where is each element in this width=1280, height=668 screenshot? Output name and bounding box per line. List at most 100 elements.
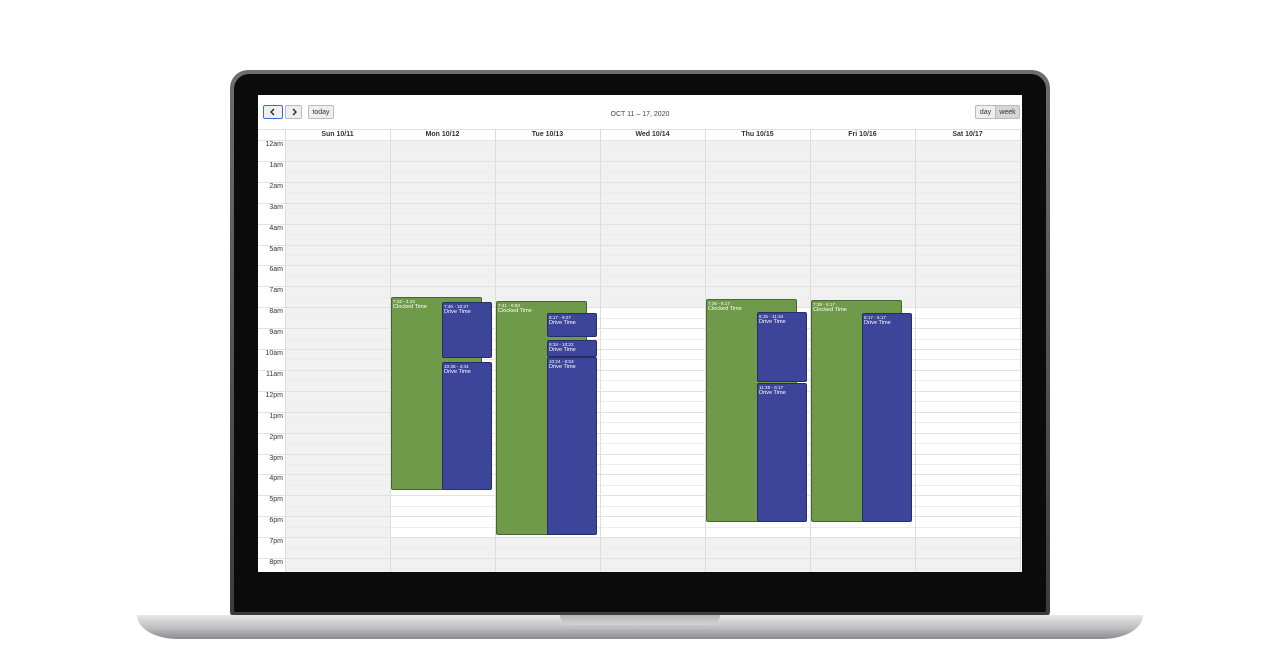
- half-hour-line: [285, 526, 1020, 528]
- column-line: [600, 129, 601, 572]
- hour-line: [258, 558, 1020, 559]
- day-header: Tue 10/13: [531, 130, 564, 138]
- event-title: Clocked Time: [708, 305, 742, 312]
- event-time: 10:36 - 4:44: [444, 363, 469, 369]
- drive-time-event[interactable]: 8:17 - 6:17 Drive Time: [862, 313, 912, 523]
- today-button[interactable]: today: [308, 105, 334, 119]
- event-time: 8:15 - 11:34: [759, 314, 784, 320]
- drive-time-event[interactable]: 8:17 - 9:27 Drive Time: [547, 313, 597, 338]
- hour-line: [258, 537, 1020, 539]
- half-hour-line: [285, 254, 1020, 256]
- off-day-shade: [285, 140, 390, 572]
- half-hour-line: [285, 547, 1020, 549]
- hour-label: 4pm: [269, 475, 283, 483]
- event-title: Drive Time: [759, 319, 786, 326]
- hour-label: 3am: [269, 203, 283, 211]
- hour-label: 2pm: [269, 433, 283, 441]
- event-title: Drive Time: [444, 309, 471, 316]
- day-header: Wed 10/14: [635, 130, 670, 138]
- column-line: [810, 129, 811, 572]
- column-line: [495, 129, 496, 572]
- event-time: 10:24 - 6:53: [549, 359, 574, 365]
- column-line: [390, 129, 391, 572]
- week-view-button[interactable]: week: [995, 105, 1020, 119]
- half-hour-line: [285, 275, 1020, 277]
- half-hour-line: [285, 150, 1020, 152]
- half-hour-line: [285, 171, 1020, 173]
- hour-line: [258, 432, 1020, 434]
- hour-line: [258, 390, 1020, 392]
- event-time: 8:17 - 6:17: [864, 315, 886, 321]
- hour-label: 5am: [269, 245, 283, 253]
- half-hour-line: [285, 401, 1020, 403]
- half-hour-line: [285, 422, 1020, 424]
- drive-time-event[interactable]: 9:34 - 10:22 Drive Time: [547, 339, 597, 357]
- off-hours-shade: [285, 537, 1020, 572]
- event-time: 7:46 - 10:27: [444, 304, 469, 310]
- hour-line: [258, 286, 1020, 288]
- hour-line: [258, 328, 1020, 330]
- hour-label: 12pm: [265, 391, 283, 399]
- week-grid: 12am 1am 2am 3am 4am 5am 6am 7am 8am 9am 10am 11am 1…: [258, 95, 1022, 572]
- hour-label: 7pm: [269, 538, 283, 546]
- event-time: 7:36 - 6:17: [708, 300, 730, 306]
- next-icon: [292, 108, 297, 116]
- hour-line: [258, 474, 1020, 476]
- hour-line: [258, 160, 1020, 162]
- hour-line: [258, 495, 1020, 497]
- event-time: 7:38 - 6:17: [813, 301, 835, 307]
- event-title: Clocked Time: [813, 306, 847, 313]
- hour-line: [258, 349, 1020, 350]
- hour-label: 10am: [265, 350, 283, 357]
- hour-label: 7am: [269, 287, 283, 295]
- event-time: 11:38 - 6:17: [759, 385, 784, 391]
- hour-line: [258, 140, 1020, 141]
- hour-label: 9am: [269, 329, 283, 337]
- hour-label: 6am: [269, 266, 283, 274]
- event-time: 7:41 - 6:53: [498, 302, 520, 308]
- hour-label: 6pm: [269, 517, 283, 525]
- event-title: Drive Time: [549, 346, 576, 353]
- half-hour-line: [285, 234, 1020, 236]
- event-time: 8:17 - 9:27: [549, 315, 571, 321]
- prev-button[interactable]: [263, 105, 283, 119]
- half-hour-line: [285, 484, 1020, 486]
- drive-time-event[interactable]: 10:24 - 6:53 Drive Time: [547, 357, 597, 535]
- column-line: [705, 129, 706, 572]
- hour-line: [258, 265, 1020, 267]
- hour-line: [258, 244, 1020, 246]
- half-hour-line: [285, 359, 1020, 361]
- hour-label: 4am: [269, 224, 283, 232]
- hour-line: [258, 369, 1020, 371]
- hour-label: 8am: [269, 308, 283, 316]
- drive-time-event[interactable]: 8:15 - 11:34 Drive Time: [757, 312, 807, 382]
- event-title: Drive Time: [549, 320, 576, 327]
- event-title: Drive Time: [549, 364, 576, 371]
- calendar-screen: today OCT 11 – 17, 2020 day week 12am 1am…: [258, 95, 1022, 572]
- drive-time-event[interactable]: 11:38 - 6:17 Drive Time: [757, 383, 807, 523]
- half-hour-line: [285, 380, 1020, 382]
- event-time: 7:32 - 4:44: [393, 299, 415, 305]
- drive-time-event[interactable]: 7:46 - 10:27 Drive Time: [442, 302, 492, 359]
- half-hour-line: [285, 317, 1020, 319]
- event-title: Drive Time: [864, 320, 891, 327]
- date-range-title: OCT 11 – 17, 2020: [610, 111, 670, 118]
- column-line: [915, 129, 916, 572]
- half-hour-line: [285, 192, 1020, 194]
- half-hour-line: [285, 338, 1020, 340]
- hour-label: 1am: [269, 161, 283, 169]
- hour-line: [258, 516, 1020, 518]
- hour-label: 2am: [269, 182, 283, 190]
- hour-line: [258, 411, 1020, 413]
- next-button[interactable]: [285, 105, 302, 119]
- laptop-notch: [560, 615, 720, 625]
- header-line: [258, 129, 1020, 130]
- hour-line: [258, 223, 1020, 225]
- hour-label: 1pm: [269, 412, 283, 420]
- hour-label: 8pm: [269, 559, 283, 566]
- drive-time-event[interactable]: 10:36 - 4:44 Drive Time: [442, 361, 492, 490]
- column-line: [1020, 129, 1021, 572]
- half-hour-line: [285, 296, 1020, 298]
- day-header: Sun 10/11: [321, 130, 354, 138]
- hour-label: 5pm: [269, 496, 283, 504]
